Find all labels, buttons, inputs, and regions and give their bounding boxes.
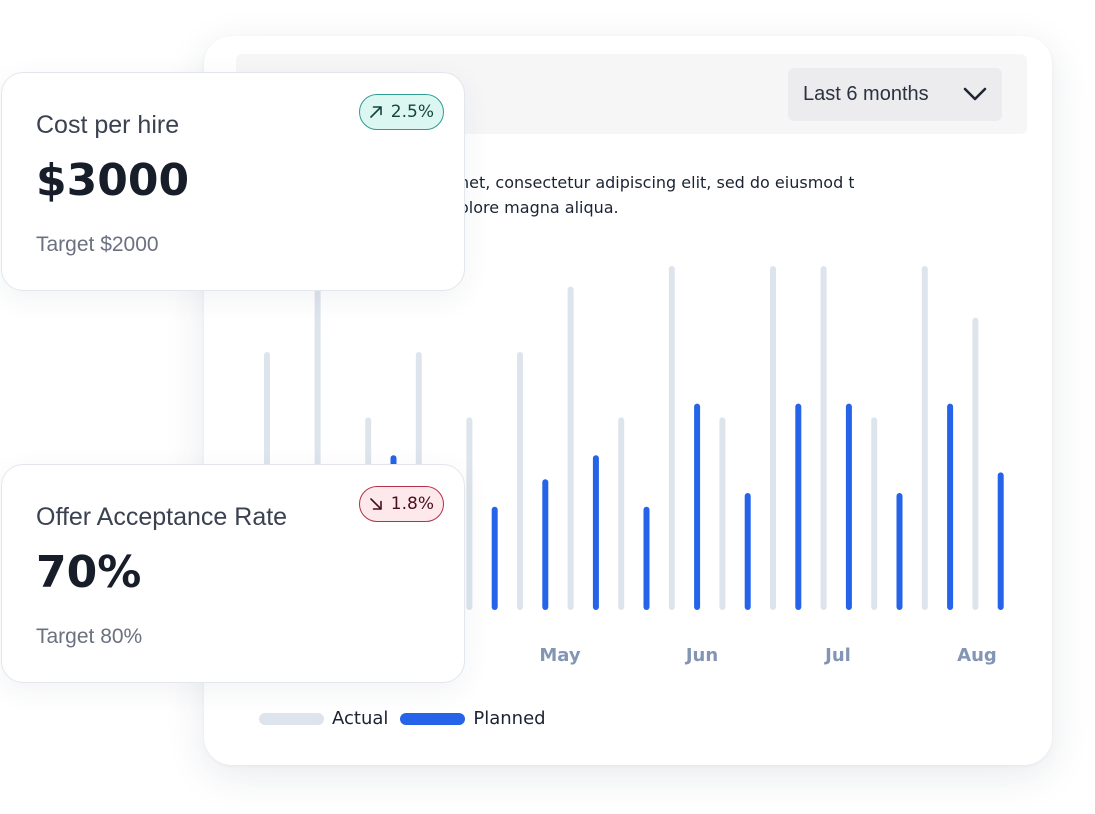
bar-actual	[871, 417, 878, 610]
trend-badge-value: 1.8%	[390, 494, 434, 514]
arrow-up-right-icon	[369, 106, 382, 118]
bar-planned	[643, 506, 650, 610]
bar-actual	[567, 286, 574, 610]
bar-actual	[921, 266, 928, 610]
bar-planned	[491, 506, 498, 610]
bar-actual	[972, 317, 979, 610]
kpi-title: Offer Acceptance Rate	[36, 503, 288, 531]
period-select[interactable]: Last 6 months	[788, 68, 1002, 121]
x-tick-label: Jun	[684, 645, 718, 666]
bar-planned	[542, 479, 549, 610]
bar-planned	[947, 403, 954, 610]
trend-badge-value: 2.5%	[390, 102, 434, 122]
bar-actual	[719, 417, 726, 610]
trend-badge-down: 1.8%	[358, 486, 444, 522]
bar-actual	[820, 266, 827, 610]
legend-swatch-planned	[400, 712, 466, 725]
bar-planned	[845, 403, 852, 610]
chart-legend: Actual Planned	[259, 708, 558, 729]
bar-planned	[694, 403, 701, 610]
description-line-1: net, consectetur adipiscing elit, sed do…	[459, 173, 854, 192]
bar-actual	[618, 417, 625, 610]
bar-actual	[770, 266, 776, 610]
chart-description: net, consectetur adipiscing elit, sed do…	[294, 170, 854, 220]
x-tick-label: Jul	[823, 645, 851, 666]
bar-planned	[592, 455, 599, 610]
bar-planned	[795, 403, 802, 610]
legend-item-actual: Actual	[259, 708, 388, 729]
kpi-title: Cost per hire	[36, 111, 180, 139]
x-tick-label: Aug	[957, 645, 997, 666]
x-tick-label: May	[539, 645, 581, 666]
arrow-down-right-icon	[369, 498, 382, 510]
legend-item-planned: Planned	[400, 708, 546, 729]
kpi-card-offer-acceptance: Offer Acceptance Rate 70% Target 80% 1.8…	[1, 464, 465, 683]
chevron-down-icon	[963, 87, 987, 101]
trend-badge-up: 2.5%	[358, 94, 444, 130]
kpi-value: $3000	[36, 155, 190, 206]
legend-label-planned: Planned	[473, 708, 546, 729]
kpi-target: Target 80%	[36, 625, 143, 648]
bar-actual	[668, 266, 675, 610]
bar-planned	[896, 493, 903, 610]
kpi-value: 70%	[36, 547, 142, 598]
bar-planned	[997, 472, 1004, 610]
bar-actual	[466, 417, 473, 610]
kpi-target: Target $2000	[36, 233, 159, 256]
legend-swatch-actual	[259, 712, 324, 725]
bar-actual	[517, 352, 523, 610]
period-select-label: Last 6 months	[803, 83, 929, 105]
bar-planned	[744, 493, 751, 610]
kpi-card-cost-per-hire: Cost per hire $3000 Target $2000 2.5%	[1, 72, 465, 291]
legend-label-actual: Actual	[332, 708, 389, 729]
description-line-2: olore magna aliqua.	[459, 198, 619, 217]
